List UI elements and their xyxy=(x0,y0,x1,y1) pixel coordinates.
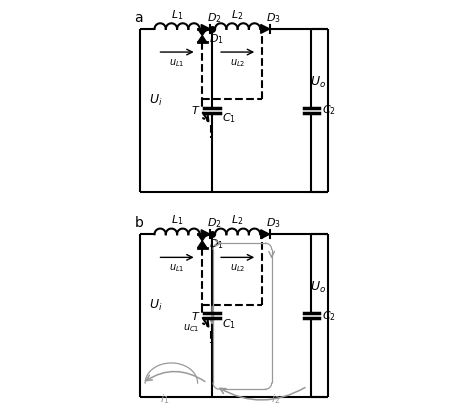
Text: b: b xyxy=(135,216,144,230)
Text: $U_i$: $U_i$ xyxy=(149,298,162,313)
Text: $L_1$: $L_1$ xyxy=(171,213,183,227)
Text: $T$: $T$ xyxy=(191,104,201,116)
Text: $D_2$: $D_2$ xyxy=(206,11,221,25)
Polygon shape xyxy=(201,230,210,239)
Text: $D_1$: $D_1$ xyxy=(209,32,224,46)
Text: $u_{C1}$: $u_{C1}$ xyxy=(184,322,200,334)
Text: $L_1$: $L_1$ xyxy=(171,8,183,22)
Polygon shape xyxy=(261,230,270,239)
Polygon shape xyxy=(198,234,206,241)
Polygon shape xyxy=(261,24,270,33)
Text: $C_1$: $C_1$ xyxy=(222,317,236,331)
Text: $i_2$: $i_2$ xyxy=(271,392,281,406)
Text: $u_{L1}$: $u_{L1}$ xyxy=(169,262,185,274)
Text: $U_o$: $U_o$ xyxy=(310,75,327,90)
Text: $u_{L1}$: $u_{L1}$ xyxy=(169,57,185,69)
Text: $i_1$: $i_1$ xyxy=(160,392,169,406)
Text: $D_2$: $D_2$ xyxy=(206,216,221,230)
Polygon shape xyxy=(201,24,210,33)
Text: $D_3$: $D_3$ xyxy=(266,216,281,230)
Text: $D_3$: $D_3$ xyxy=(266,11,281,25)
Text: $U_o$: $U_o$ xyxy=(310,280,327,295)
Text: $u_{L2}$: $u_{L2}$ xyxy=(230,262,246,274)
Text: $D_1$: $D_1$ xyxy=(209,237,224,251)
Text: $L_2$: $L_2$ xyxy=(232,213,244,227)
Polygon shape xyxy=(198,35,206,42)
Text: $U_i$: $U_i$ xyxy=(149,93,162,108)
Text: $u_{L2}$: $u_{L2}$ xyxy=(230,57,246,69)
Text: $T$: $T$ xyxy=(191,310,201,322)
Text: a: a xyxy=(135,11,143,25)
Text: $C_2$: $C_2$ xyxy=(322,103,336,117)
Text: $L_2$: $L_2$ xyxy=(232,8,244,22)
Polygon shape xyxy=(198,29,206,35)
Polygon shape xyxy=(198,241,206,248)
Text: $C_2$: $C_2$ xyxy=(322,309,336,323)
Text: $C_1$: $C_1$ xyxy=(222,112,236,125)
